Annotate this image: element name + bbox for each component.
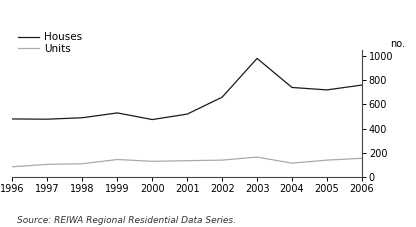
- Houses: [255, 57, 260, 60]
- Units: [185, 159, 190, 162]
- Units: [359, 157, 364, 160]
- Houses: [80, 116, 85, 119]
- Houses: [150, 118, 155, 121]
- Units: [10, 165, 15, 168]
- Legend: Houses, Units: Houses, Units: [18, 32, 82, 54]
- Houses: [324, 89, 329, 91]
- Line: Units: Units: [12, 157, 362, 167]
- Units: [290, 162, 295, 165]
- Text: no.: no.: [390, 39, 405, 49]
- Text: Source: REIWA Regional Residential Data Series.: Source: REIWA Regional Residential Data …: [17, 216, 235, 225]
- Units: [324, 159, 329, 161]
- Units: [220, 159, 225, 161]
- Units: [115, 158, 120, 161]
- Houses: [45, 118, 50, 121]
- Units: [45, 163, 50, 166]
- Houses: [290, 86, 295, 89]
- Houses: [10, 118, 15, 120]
- Houses: [220, 96, 225, 99]
- Houses: [359, 84, 364, 86]
- Line: Houses: Houses: [12, 58, 362, 120]
- Houses: [185, 113, 190, 116]
- Units: [255, 156, 260, 158]
- Units: [150, 160, 155, 163]
- Houses: [115, 111, 120, 114]
- Units: [80, 162, 85, 165]
